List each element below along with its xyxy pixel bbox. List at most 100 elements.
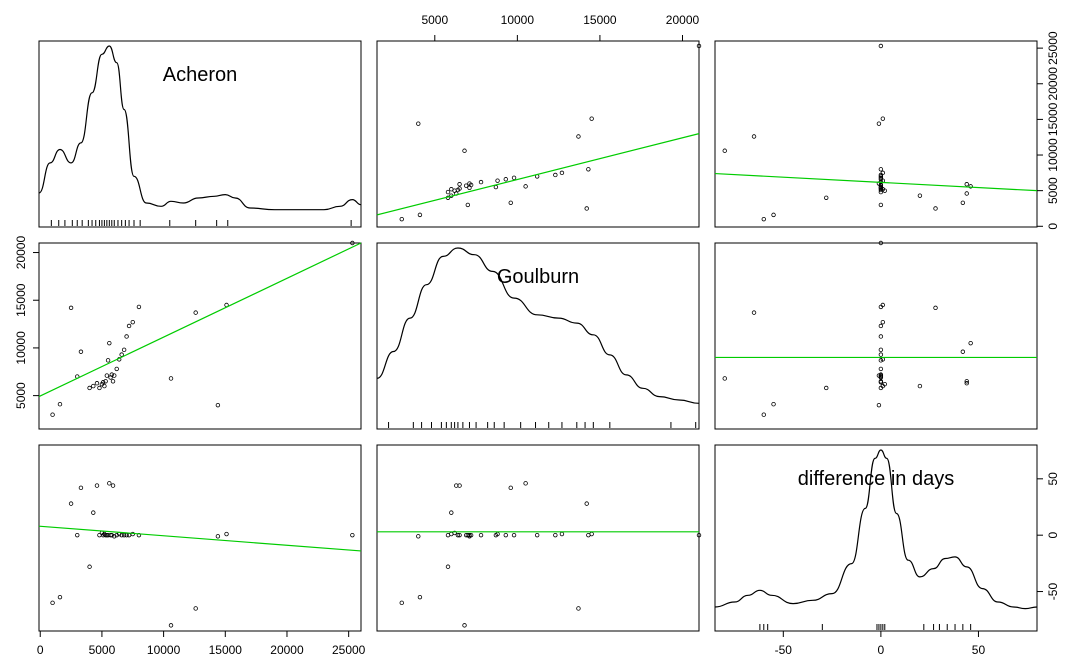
data-point xyxy=(126,532,132,538)
data-point xyxy=(112,534,117,539)
data-point xyxy=(68,305,74,311)
data-point xyxy=(50,600,55,606)
data-point xyxy=(511,175,517,181)
data-point xyxy=(917,383,923,389)
data-point xyxy=(94,483,100,488)
tick-label: 15000 xyxy=(209,643,243,657)
data-point xyxy=(121,532,127,538)
data-point xyxy=(559,531,565,537)
data-point xyxy=(215,534,221,539)
data-point xyxy=(878,174,884,179)
tick-label: 20000 xyxy=(666,13,700,27)
data-point xyxy=(478,532,484,538)
tick-label: -50 xyxy=(775,643,793,657)
panel-acheron-vs-goulburn xyxy=(376,40,702,228)
data-point xyxy=(964,182,969,187)
density-curve xyxy=(38,45,362,211)
data-point xyxy=(193,606,198,611)
data-point xyxy=(193,310,198,315)
data-point xyxy=(503,532,508,538)
x-axis-goulburn-top: 5000 10000 15000 20000 xyxy=(421,13,699,41)
tick-label: 20000 xyxy=(1046,67,1060,101)
data-point xyxy=(584,501,589,506)
data-point xyxy=(495,178,500,183)
tick-label: 15000 xyxy=(1046,102,1060,136)
data-point xyxy=(880,319,886,325)
panel-difference-in-days-vs-goulburn xyxy=(376,444,702,632)
data-point xyxy=(771,212,776,218)
data-point xyxy=(964,379,969,384)
panel-acheron-vs-difference-in-days xyxy=(714,40,1038,228)
fit-line xyxy=(376,133,700,216)
data-point xyxy=(878,167,884,172)
fit-line xyxy=(714,172,1038,192)
data-point xyxy=(87,564,92,569)
data-point xyxy=(722,148,727,153)
data-point xyxy=(876,402,882,408)
data-point xyxy=(876,373,882,378)
data-point xyxy=(102,383,107,389)
data-point xyxy=(457,182,462,187)
data-point xyxy=(933,305,938,311)
data-point xyxy=(136,304,142,310)
tick-label: 20000 xyxy=(270,643,304,657)
data-point xyxy=(933,206,938,211)
data-point xyxy=(880,383,886,389)
tick-label: 5000 xyxy=(14,382,28,409)
tick-label: 50 xyxy=(972,643,986,657)
tick-label: 5000 xyxy=(89,643,116,657)
y-axis-difference-in-days-right: -50 0 50 xyxy=(1037,472,1060,600)
x-axis-difference-in-days-bottom: -50 0 50 xyxy=(775,631,986,657)
data-point xyxy=(68,501,74,506)
data-point xyxy=(126,323,132,329)
data-point xyxy=(130,319,135,325)
tick-label: 0 xyxy=(1046,532,1060,539)
data-point xyxy=(457,186,462,191)
panels-layer: Acheron Goulburn difference in days xyxy=(38,40,1038,632)
data-point xyxy=(416,534,421,539)
data-point xyxy=(449,187,454,192)
data-point xyxy=(103,379,108,384)
data-point xyxy=(824,385,829,391)
data-point xyxy=(878,323,884,329)
data-point xyxy=(57,402,63,407)
data-point xyxy=(399,216,404,222)
data-point xyxy=(94,381,100,386)
data-point xyxy=(462,148,467,153)
data-point xyxy=(168,376,174,381)
panel-frame xyxy=(38,242,362,430)
data-point xyxy=(114,532,119,538)
data-point xyxy=(114,366,119,372)
tick-label: 10000 xyxy=(147,643,181,657)
tick-label: 0 xyxy=(37,643,44,657)
data-point xyxy=(107,481,112,486)
data-point xyxy=(119,352,124,357)
data-point xyxy=(121,347,127,353)
tick-label: 10000 xyxy=(501,13,535,27)
data-point xyxy=(878,184,884,190)
data-point xyxy=(878,177,884,182)
panel-frame xyxy=(38,40,362,228)
data-point xyxy=(50,412,55,417)
data-point xyxy=(508,200,513,205)
data-point xyxy=(960,349,966,354)
data-point xyxy=(119,532,124,538)
tick-label: 10000 xyxy=(1046,138,1060,172)
data-point xyxy=(878,334,884,339)
tick-label: 25000 xyxy=(332,643,366,657)
data-point xyxy=(467,181,472,186)
data-point xyxy=(457,532,462,538)
panel-frame xyxy=(714,444,1038,632)
fit-line xyxy=(38,242,362,398)
data-point xyxy=(722,376,727,381)
data-point xyxy=(964,381,969,386)
variable-label: Acheron xyxy=(163,64,238,86)
tick-label: 15000 xyxy=(583,13,617,27)
data-point xyxy=(109,532,114,538)
tick-label: 0 xyxy=(878,643,885,657)
panel-difference-in-days-vs-acheron xyxy=(38,444,362,632)
data-point xyxy=(876,121,882,126)
panel-frame xyxy=(38,444,362,632)
data-point xyxy=(75,532,80,538)
